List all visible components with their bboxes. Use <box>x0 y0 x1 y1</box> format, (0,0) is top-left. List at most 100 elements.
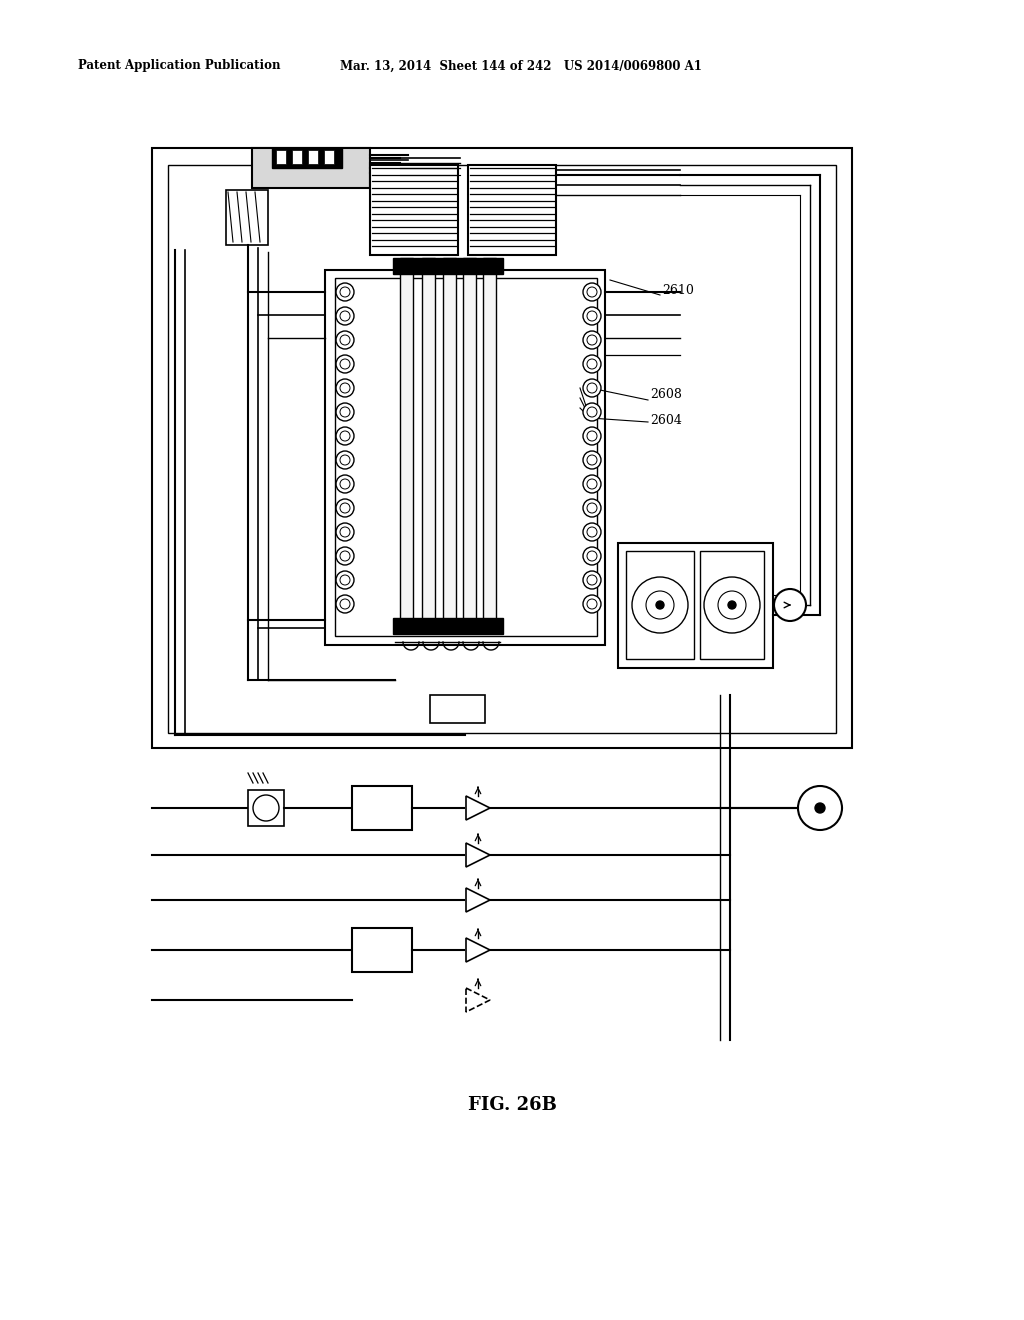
Circle shape <box>340 550 350 561</box>
Bar <box>272 148 342 168</box>
Circle shape <box>340 312 350 321</box>
Circle shape <box>583 546 601 565</box>
Circle shape <box>340 599 350 609</box>
Circle shape <box>587 527 597 537</box>
Circle shape <box>798 785 842 830</box>
Bar <box>276 150 286 164</box>
Bar <box>443 257 456 634</box>
Polygon shape <box>466 987 490 1012</box>
Circle shape <box>336 426 354 445</box>
Circle shape <box>587 599 597 609</box>
Bar <box>626 550 694 659</box>
Circle shape <box>718 591 746 619</box>
Circle shape <box>583 403 601 421</box>
Circle shape <box>336 595 354 612</box>
Bar <box>248 789 284 826</box>
Circle shape <box>583 379 601 397</box>
Bar <box>618 543 773 668</box>
Circle shape <box>336 403 354 421</box>
Circle shape <box>587 479 597 488</box>
Circle shape <box>583 523 601 541</box>
Circle shape <box>336 379 354 397</box>
Circle shape <box>815 803 825 813</box>
Circle shape <box>587 335 597 345</box>
Text: 2608: 2608 <box>650 388 682 401</box>
Bar <box>352 928 412 972</box>
Polygon shape <box>466 888 490 912</box>
Circle shape <box>774 589 806 620</box>
Circle shape <box>728 601 736 609</box>
Polygon shape <box>466 843 490 867</box>
Circle shape <box>587 286 597 297</box>
Circle shape <box>583 572 601 589</box>
Bar <box>393 257 503 275</box>
Circle shape <box>336 499 354 517</box>
Circle shape <box>336 331 354 348</box>
Circle shape <box>340 576 350 585</box>
Circle shape <box>340 383 350 393</box>
Text: 2610: 2610 <box>662 284 694 297</box>
Bar <box>168 165 836 733</box>
Circle shape <box>340 407 350 417</box>
Circle shape <box>587 550 597 561</box>
Circle shape <box>587 455 597 465</box>
Circle shape <box>583 595 601 612</box>
Circle shape <box>583 426 601 445</box>
Bar <box>324 150 334 164</box>
Circle shape <box>336 546 354 565</box>
Circle shape <box>583 331 601 348</box>
Circle shape <box>340 286 350 297</box>
Bar <box>700 550 764 659</box>
Bar <box>483 257 496 634</box>
Circle shape <box>587 503 597 513</box>
Bar <box>335 279 597 636</box>
Text: Mar. 13, 2014  Sheet 144 of 242   US 2014/0069800 A1: Mar. 13, 2014 Sheet 144 of 242 US 2014/0… <box>340 59 701 73</box>
Bar <box>352 785 412 830</box>
Circle shape <box>656 601 664 609</box>
Circle shape <box>336 572 354 589</box>
Bar <box>422 257 435 634</box>
Circle shape <box>632 577 688 634</box>
Circle shape <box>340 432 350 441</box>
Circle shape <box>340 455 350 465</box>
Circle shape <box>336 355 354 374</box>
Circle shape <box>583 355 601 374</box>
Bar <box>370 165 458 255</box>
Circle shape <box>340 479 350 488</box>
Text: 2604: 2604 <box>650 413 682 426</box>
Circle shape <box>705 577 760 634</box>
Bar <box>430 696 485 723</box>
Bar <box>226 190 268 246</box>
Circle shape <box>336 475 354 492</box>
Circle shape <box>340 359 350 370</box>
Circle shape <box>646 591 674 619</box>
Bar <box>400 257 413 634</box>
Circle shape <box>587 432 597 441</box>
Circle shape <box>336 308 354 325</box>
Circle shape <box>340 503 350 513</box>
Circle shape <box>340 527 350 537</box>
Bar <box>152 148 852 748</box>
Circle shape <box>583 282 601 301</box>
Circle shape <box>587 359 597 370</box>
Bar <box>393 618 503 634</box>
Circle shape <box>583 308 601 325</box>
Circle shape <box>336 451 354 469</box>
Polygon shape <box>466 796 490 820</box>
Bar <box>463 257 476 634</box>
Circle shape <box>583 451 601 469</box>
Circle shape <box>336 282 354 301</box>
Circle shape <box>587 576 597 585</box>
Text: Patent Application Publication: Patent Application Publication <box>78 59 281 73</box>
Circle shape <box>587 383 597 393</box>
Circle shape <box>253 795 279 821</box>
Bar <box>292 150 302 164</box>
Circle shape <box>336 523 354 541</box>
Text: FIG. 26B: FIG. 26B <box>468 1096 556 1114</box>
Bar <box>468 165 556 255</box>
Circle shape <box>583 475 601 492</box>
Bar <box>308 150 318 164</box>
Circle shape <box>587 407 597 417</box>
Circle shape <box>583 499 601 517</box>
Bar <box>252 148 370 187</box>
